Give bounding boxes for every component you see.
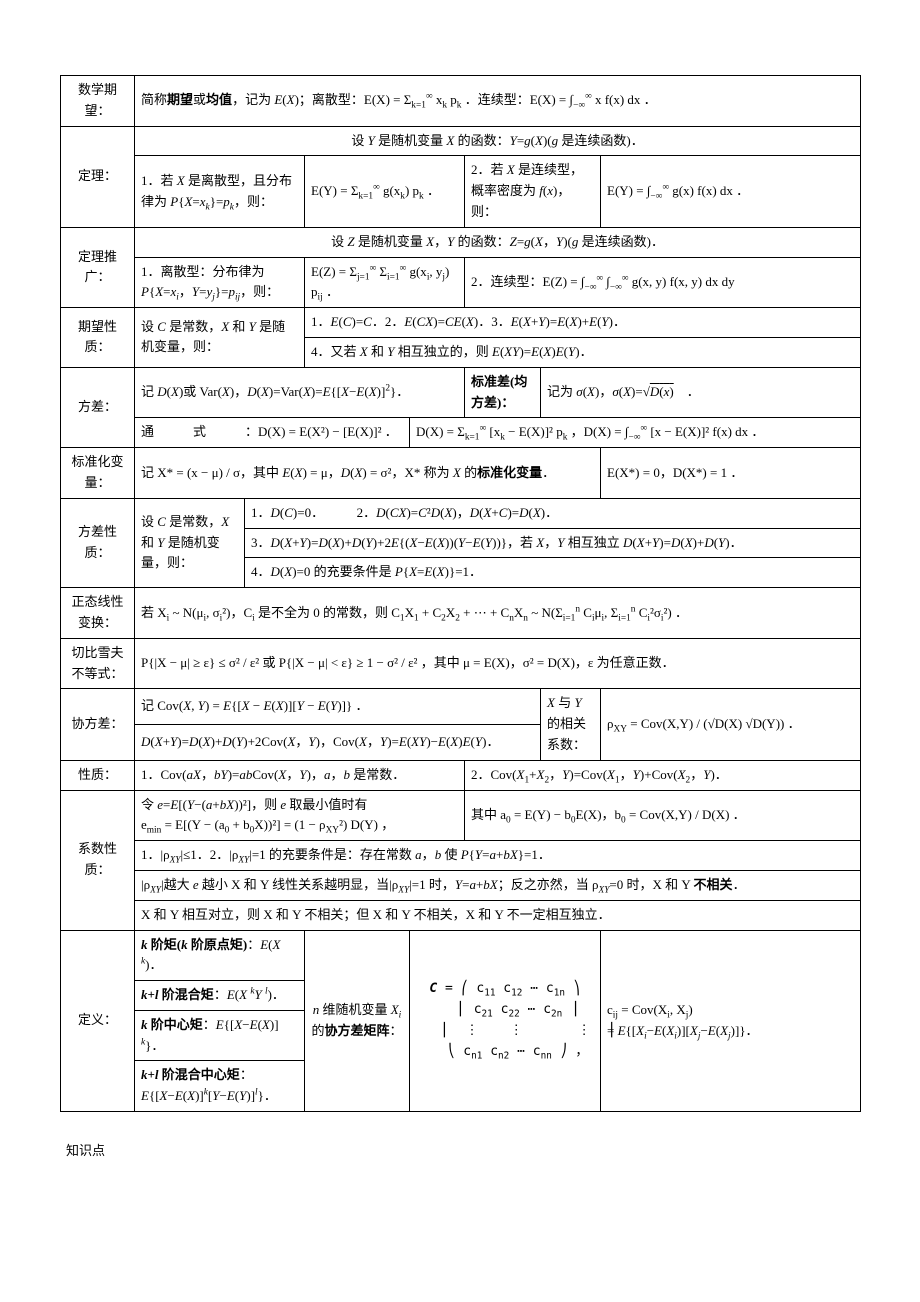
row-std-var-right: E(X*) = 0，D(X*) = 1 ． [601,448,861,499]
row-std-var-label: 标准化变量： [61,448,135,499]
row-def-m1: k 阶矩(k 阶原点矩)：E(X k)． [135,930,305,981]
row-variance-label: 方差： [61,367,135,447]
row-var-prop-l1: 1．D(C)=0． 2．D(CX)=C²D(X)，D(X+C)=D(X)． [245,498,861,528]
footnote: 知识点 [60,1140,860,1159]
row-chebyshev-label: 切比雪夫不等式： [61,638,135,689]
row-expectation-content: 简称期望或均值，记为 E(X)；离散型：E(X) = Σk=1∞ xk pk ．… [135,76,861,127]
row-def-m3: k 阶中心矩：E{[X−E(X)] k}． [135,1010,305,1061]
row-theorem-right-cond: 2．若 X 是连续型，概率密度为 f(x)，则： [465,156,601,227]
row-variance-def-left: 记 D(X)或 Var(X)，D(X)=Var(X)=E{[X−E(X)]2}． [135,367,465,418]
row-coef-prop-l3: |ρXY|越大 e 越小 X 和 Y 线性关系越明显，当|ρXY|=1 时，Y=… [135,870,861,900]
row-def-cij: cij = Cov(Xi, Xj)= E{[Xi−E(Xi)][Xj−E(Xj)… [601,930,861,1112]
row-normal-lin-label: 正态线性变换： [61,588,135,639]
row-expectation-label: 数学期望： [61,76,135,127]
row-def-label: 定义： [61,930,135,1112]
row-cov-prop-left: 1．Cov(aX，bY)=abCov(X，Y)，a，b 是常数． [135,760,465,790]
row-theorem-header: 设 Y 是随机变量 X 的函数：Y=g(X)(g 是连续函数)． [135,126,861,156]
row-variance-std-val: 记为 σ(X)，σ(X)=√D(x) ． [541,367,861,418]
row-var-prop-l2: 3．D(X+Y)=D(X)+D(Y)+2E{(X−E(X))(Y−E(Y))}，… [245,528,861,558]
coef-prop-l1a: 令 e=E[(Y−(a+bX))²]，则 e 取最小值时有 [141,797,367,812]
row-cov-corr-label: X 与 Y 的相关系数： [541,689,601,760]
row-def-m4: k+l 阶混合中心矩：E{[X−E(X)]k[Y−E(Y)]l}． [135,1061,305,1112]
row-coef-prop-l1r: 其中 a0 = E(Y) − b0E(X)，b0 = Cov(X,Y) / D(… [465,790,861,841]
row-variance-formula-right: D(X) = Σk=1∞ [xk − E(X)]² pk ，D(X) = ∫−∞… [410,418,861,448]
row-var-prop-label: 方差性质： [61,498,135,587]
row-theorem-ext-header: 设 Z 是随机变量 X，Y 的函数：Z=g(X，Y)(g 是连续函数)． [135,227,861,257]
row-cov-prop-right: 2．Cov(X1+X2，Y)=Cov(X1，Y)+Cov(X2，Y)． [465,760,861,790]
row-coef-prop-l2: 1．|ρXY|≤1．2．|ρXY|=1 的充要条件是：存在常数 a，b 使 P{… [135,841,861,871]
row-cov-label: 协方差： [61,689,135,760]
row-theorem-ext-left-cond: 1．离散型：分布律为 P{X=xi，Y=yj}=pij，则： [135,257,305,308]
row-exp-prop-cond: 设 C 是常数，X 和 Y 是随机变量，则： [135,308,305,368]
row-theorem-label: 定理： [61,126,135,227]
row-var-prop-cond: 设 C 是常数，X 和 Y 是随机变量，则： [135,498,245,587]
row-exp-prop-l2: 4．又若 X 和 Y 相互独立的，则 E(XY)=E(X)E(Y)． [305,337,861,367]
coef-prop-l1b: emin = E[(Y − (a0 + b0X))²] = (1 − ρXY²)… [141,817,394,832]
row-theorem-ext-label: 定理推广： [61,227,135,307]
row-def-matrix: C = ⎛ c11 c12 ⋯ c1n ⎞ ⎜ c21 c22 ⋯ c2n ⎟ … [410,930,601,1112]
row-cov-corr-formula: ρXY = Cov(X,Y) / (√D(X) √D(Y)) ． [601,689,861,760]
row-coef-prop-l4: X 和 Y 相互对立，则 X 和 Y 不相关；但 X 和 Y 不相关，X 和 Y… [135,900,861,930]
row-cov-def: 记 Cov(X, Y) = E{[X − E(X)][Y − E(Y)]} ． [135,689,541,725]
formula-table: 数学期望： 简称期望或均值，记为 E(X)；离散型：E(X) = Σk=1∞ x… [60,75,861,1112]
row-def-matrix-label: n 维随机变量 Xi 的协方差矩阵： [305,930,410,1112]
row-cov-l2: D(X+Y)=D(X)+D(Y)+2Cov(X，Y)，Cov(X，Y)=E(XY… [135,725,541,761]
row-exp-prop-label: 期望性质： [61,308,135,368]
row-std-var-left: 记 X* = (x − μ) / σ，其中 E(X) = μ，D(X) = σ²… [135,448,601,499]
row-def-m2: k+l 阶混合矩：E(X kY l)． [135,981,305,1011]
row-variance-formula-label: 通 式 ：D(X) = E(X²) − [E(X)]² ． [135,418,410,448]
row-theorem-left-cond: 1．若 X 是离散型，且分布律为 P{X=xk}=pk，则： [135,156,305,227]
row-theorem-ext-left-formula: E(Z) = Σj=1∞ Σi=1∞ g(xi, yj) pij ． [305,257,465,308]
row-chebyshev-content: P{|X − μ| ≥ ε} ≤ σ² / ε² 或 P{|X − μ| < ε… [135,638,861,689]
row-var-prop-l3: 4．D(X)=0 的充要条件是 P{X=E(X)}=1． [245,558,861,588]
row-coef-prop-l1: 令 e=E[(Y−(a+bX))²]，则 e 取最小值时有 emin = E[(… [135,790,465,841]
row-cov-prop-label: 性质： [61,760,135,790]
row-theorem-ext-right: 2．连续型：E(Z) = ∫−∞∞ ∫−∞∞ g(x, y) f(x, y) d… [465,257,861,308]
row-theorem-right-formula: E(Y) = ∫−∞∞ g(x) f(x) dx ． [601,156,861,227]
row-normal-lin-content: 若 Xi ~ N(μi, σi²)，Ci 是不全为 0 的常数，则 C1X1 +… [135,588,861,639]
row-exp-prop-l1: 1．E(C)=C．2．E(CX)=CE(X)．3．E(X+Y)=E(X)+E(Y… [305,308,861,338]
row-variance-std-label: 标准差(均方差)： [465,367,541,418]
row-theorem-left-formula: E(Y) = Σk=1∞ g(xk) pk ． [305,156,465,227]
row-coef-prop-label: 系数性质： [61,790,135,930]
